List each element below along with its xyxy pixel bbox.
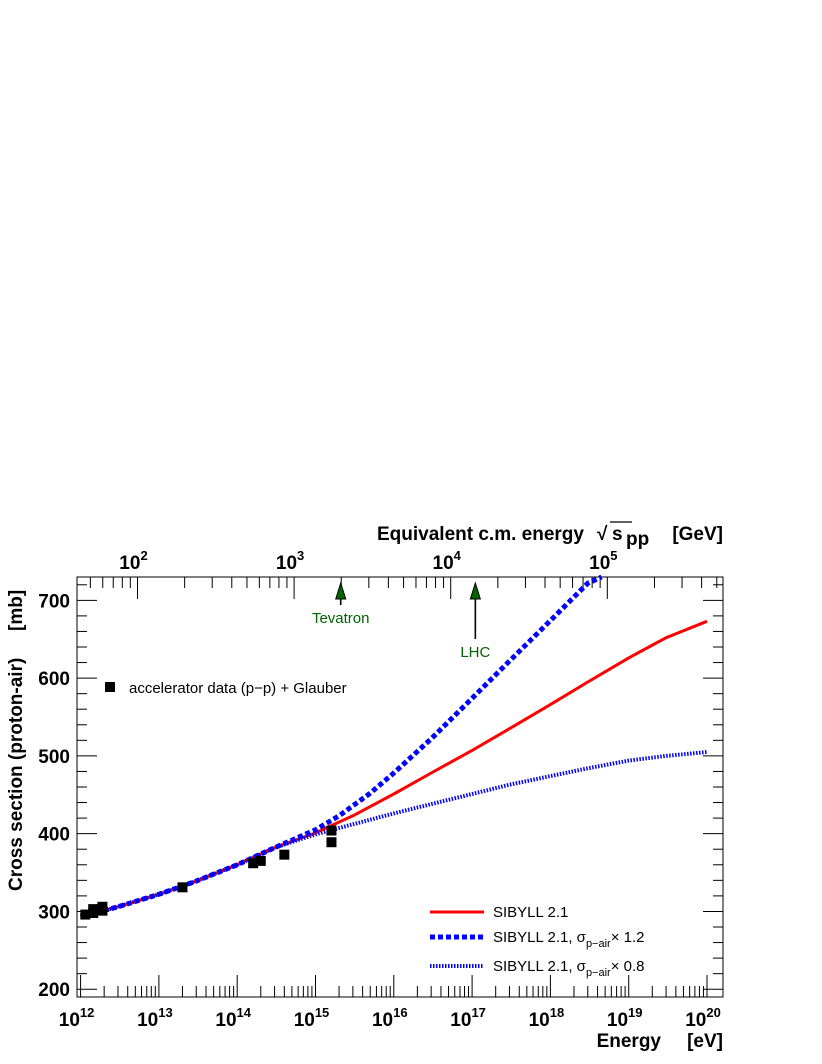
- y-tick-label: 500: [38, 747, 70, 768]
- data-point: [97, 905, 108, 916]
- top-axis-s: s: [612, 524, 623, 545]
- top-tick-label: 104: [433, 548, 462, 574]
- legend-label-2: SIBYLL 2.1, σp−air× 1.2: [493, 929, 645, 950]
- top-tick-label: 102: [119, 548, 147, 574]
- series-line-3: [80, 750, 708, 919]
- data-point: [326, 837, 337, 848]
- y-axis-unit: [mb]: [6, 590, 27, 631]
- data-point: [248, 858, 259, 869]
- legend-label-3: SIBYLL 2.1, σp−air× 0.8: [493, 958, 645, 979]
- top-axis-title: Equivalent c.m. energy: [377, 524, 584, 545]
- arrow-head: [335, 581, 347, 600]
- y-tick-label: 600: [38, 669, 70, 690]
- y-tick-label: 400: [38, 825, 70, 846]
- annotation-tevatron: Tevatron: [312, 610, 370, 627]
- x-tick-label: 1018: [529, 1005, 565, 1031]
- y-tick-label: 300: [38, 902, 70, 923]
- x-tick-label: 1014: [215, 1005, 251, 1031]
- legend-label-1: SIBYLL 2.1: [493, 904, 568, 921]
- x-tick-label: 1012: [59, 1005, 95, 1031]
- legend-marker-data: [105, 682, 115, 692]
- data-point: [177, 882, 188, 893]
- data-point: [80, 909, 91, 920]
- series-line-2: [79, 574, 603, 920]
- top-tick-label: 105: [589, 548, 617, 574]
- x-tick-label: 1019: [607, 1005, 643, 1031]
- data-point: [279, 849, 290, 860]
- x-axis-title: Energy: [597, 1031, 662, 1052]
- annotations: Tevatron LHC: [312, 581, 491, 661]
- legend-label-data: accelerator data (p−p) + Glauber: [129, 680, 347, 697]
- x-tick-label: 1015: [294, 1005, 330, 1031]
- annotation-lhc: LHC: [460, 644, 490, 661]
- axis-labels: 1012 1013 1014 1015 1016 1017 1018 1019 1020 200 3…: [6, 521, 723, 1052]
- y-tick-label: 200: [38, 980, 70, 1001]
- x-tick-label: 1016: [372, 1005, 408, 1031]
- x-tick-label: 1017: [450, 1005, 486, 1031]
- y-axis-title-group: Cross section (proton-air) [mb]: [6, 590, 27, 891]
- y-axis-title: Cross section (proton-air): [6, 658, 27, 891]
- axis-ticks: [76, 577, 723, 997]
- x-tick-label: 1020: [685, 1005, 721, 1031]
- y-tick-label: 700: [38, 591, 70, 612]
- top-axis-unit: [GeV]: [672, 524, 723, 545]
- data-point: [88, 908, 99, 918]
- data-point: [326, 825, 337, 836]
- top-tick-label: 103: [276, 548, 304, 574]
- data-points: [80, 825, 337, 920]
- top-axis-subscript: pp: [626, 529, 649, 550]
- x-tick-label: 1013: [137, 1005, 173, 1031]
- arrow-head: [469, 581, 482, 600]
- x-axis-unit: [eV]: [687, 1031, 723, 1052]
- series-lines: [79, 574, 708, 920]
- data-point: [255, 855, 266, 866]
- series-line-1: [80, 619, 708, 919]
- sqrt-symbol: √: [597, 524, 608, 545]
- legend: accelerator data (p−p) + Glauber SIBYLL 2…: [105, 680, 645, 979]
